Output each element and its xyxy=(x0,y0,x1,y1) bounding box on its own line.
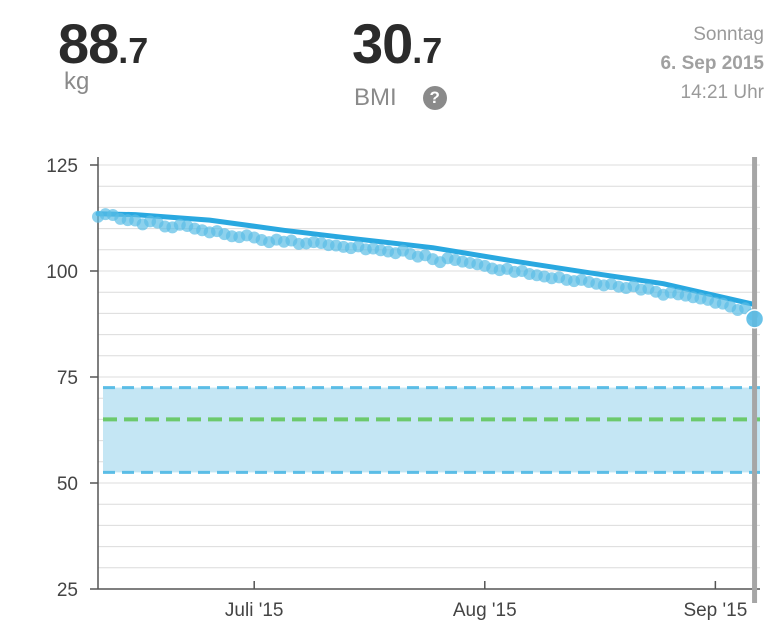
weight-unit: kg xyxy=(64,68,90,95)
x-axis-ticks: Juli '15 Aug '15 Sep '15 xyxy=(225,581,747,621)
bmi-integer: 30 xyxy=(352,12,413,75)
x-tick-label: Aug '15 xyxy=(453,600,517,621)
y-tick-label: 50 xyxy=(57,474,78,495)
date-cursor[interactable] xyxy=(744,157,765,603)
time: 14:21 Uhr xyxy=(680,82,764,103)
weight-value: 88.7 xyxy=(58,16,148,79)
weight-integer: 88 xyxy=(58,12,119,75)
axes xyxy=(97,157,760,590)
selected-point xyxy=(744,309,765,329)
bmi-decimal: .7 xyxy=(412,30,443,71)
y-tick-label: 100 xyxy=(46,262,78,283)
x-tick-label: Juli '15 xyxy=(225,600,284,621)
date: 6. Sep 2015 xyxy=(660,53,764,74)
healthy-range-fill xyxy=(103,387,760,473)
y-tick-label: 125 xyxy=(46,156,78,177)
bmi-unit-row: BMI? xyxy=(354,84,447,112)
date-display: Sonntag 6. Sep 2015 14:21 Uhr xyxy=(660,20,764,107)
weekday: Sonntag xyxy=(693,24,764,45)
cursor-line xyxy=(752,157,758,603)
y-tick-label: 75 xyxy=(57,368,78,389)
x-tick-label: Sep '15 xyxy=(683,600,747,621)
bmi-value: 30.7 xyxy=(352,16,442,79)
healthy-range-band xyxy=(103,386,760,474)
bmi-unit: BMI xyxy=(354,84,397,111)
measurement-points xyxy=(92,208,759,321)
y-axis-ticks: 125 100 75 50 25 xyxy=(46,156,98,601)
trend-line xyxy=(95,211,756,307)
weight-decimal: .7 xyxy=(118,30,149,71)
weight-readout: 88.7 kg xyxy=(58,16,148,96)
y-tick-label: 25 xyxy=(57,580,78,601)
bmi-readout: 30.7 BMI? xyxy=(352,16,447,111)
help-icon[interactable]: ? xyxy=(422,86,447,110)
trend-path xyxy=(95,211,756,307)
